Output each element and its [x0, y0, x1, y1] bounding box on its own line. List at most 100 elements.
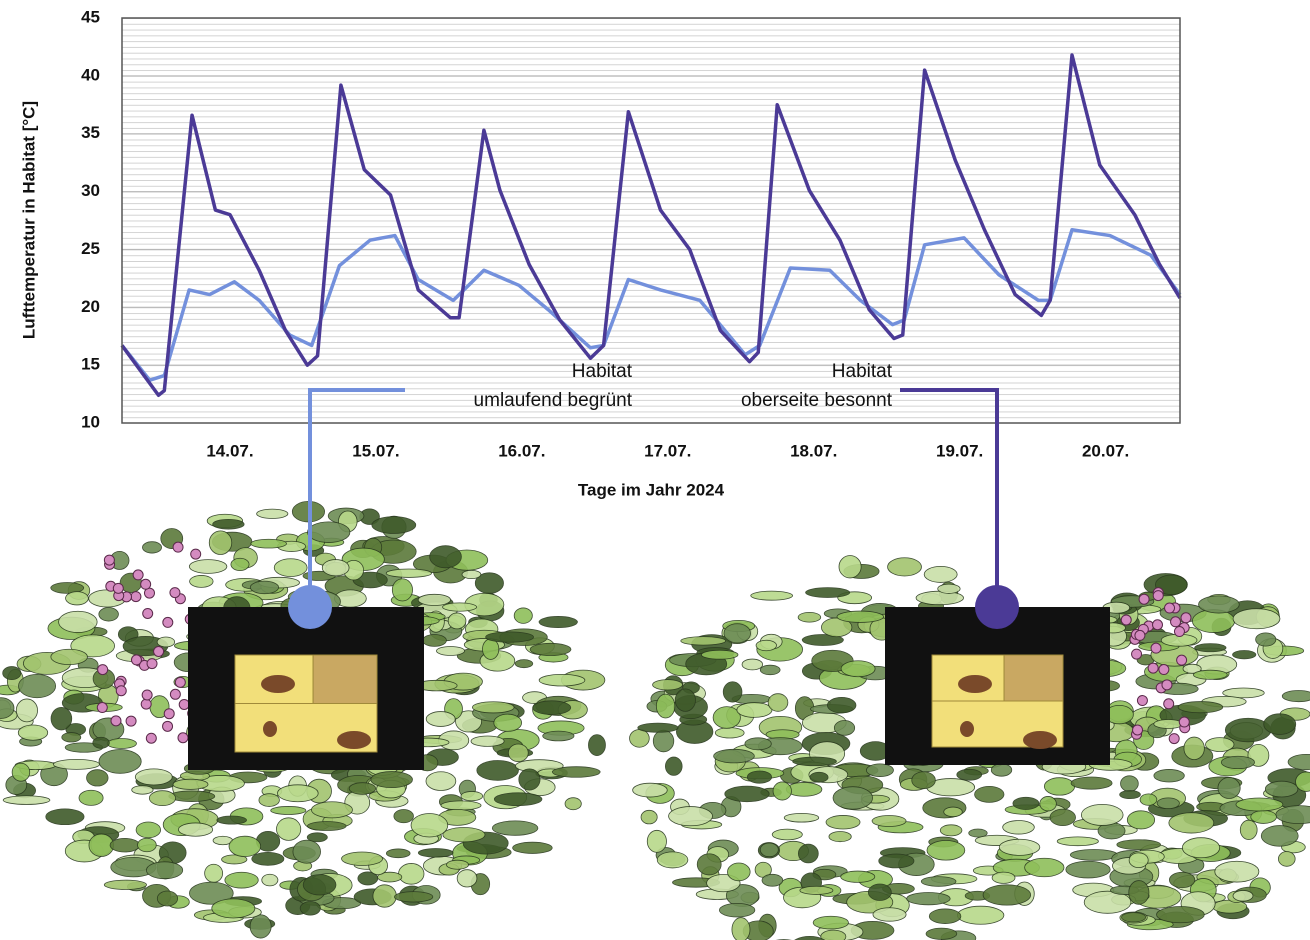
leaf: [653, 680, 683, 690]
leaf: [697, 854, 721, 875]
leaf: [1261, 826, 1298, 847]
leaf: [1288, 754, 1310, 769]
y-tick-label: 10: [81, 412, 100, 431]
flower: [154, 646, 164, 656]
leaf: [630, 730, 650, 748]
leaf: [1050, 809, 1076, 825]
leaf: [638, 723, 678, 732]
leaf: [311, 802, 352, 818]
leaf: [508, 744, 528, 762]
leaf: [701, 650, 738, 659]
leaf: [957, 906, 1004, 924]
flower: [163, 721, 173, 731]
leaf: [656, 694, 674, 718]
leaf: [742, 659, 763, 670]
leaf: [944, 807, 963, 817]
hole: [960, 721, 974, 737]
leaf: [251, 539, 287, 548]
leaf: [665, 757, 682, 775]
leaf: [157, 637, 174, 647]
leaf: [1240, 820, 1257, 839]
leaf: [62, 733, 81, 742]
leaf: [411, 813, 448, 837]
leaf: [747, 771, 771, 783]
leaf: [806, 588, 850, 598]
leaf: [259, 794, 279, 807]
leaf: [250, 915, 271, 938]
y-tick-label: 15: [81, 355, 100, 374]
leaf: [213, 519, 244, 529]
leaf: [515, 660, 533, 668]
leaf: [178, 823, 212, 836]
x-tick-label: 14.07.: [206, 441, 253, 460]
leaf: [1154, 720, 1183, 729]
leaf: [492, 821, 538, 835]
flower: [1137, 696, 1147, 706]
leaf: [250, 581, 278, 594]
leaf: [51, 649, 88, 664]
leaf: [257, 509, 288, 518]
x-axis-title: Tage im Jahr 2024: [578, 480, 725, 499]
leaf: [386, 569, 431, 577]
leaf: [839, 556, 861, 578]
hole: [1023, 731, 1057, 749]
leaf: [1120, 791, 1141, 799]
flower: [170, 588, 180, 598]
leaf: [912, 772, 936, 789]
flower: [163, 617, 173, 627]
leaf: [773, 782, 791, 800]
flower: [1153, 620, 1163, 630]
leaf: [737, 703, 772, 718]
leaf: [798, 612, 821, 622]
leaf: [1066, 861, 1110, 878]
leaf: [51, 707, 72, 730]
leaf: [494, 793, 542, 806]
leaf: [1206, 738, 1234, 752]
leaf: [276, 818, 300, 841]
hole: [261, 675, 295, 693]
leaf: [727, 863, 750, 881]
leaf: [916, 591, 964, 605]
leaf: [762, 874, 783, 886]
leaf: [457, 870, 477, 887]
leaf: [392, 579, 412, 601]
leaf: [12, 763, 30, 781]
leaf: [149, 791, 175, 806]
leaf: [3, 667, 21, 680]
leaf: [793, 757, 837, 766]
legend-label: oberseite besonnt: [741, 390, 893, 411]
flower: [1171, 617, 1181, 627]
leaf: [189, 560, 227, 574]
leaf: [940, 825, 962, 836]
flower: [133, 570, 143, 580]
hole: [263, 721, 277, 737]
leaf: [543, 731, 574, 741]
flower: [116, 686, 126, 696]
leaf: [929, 909, 961, 924]
leaf: [443, 603, 477, 611]
leaf: [829, 831, 851, 841]
minor-grid: [122, 18, 1180, 423]
flower: [1177, 655, 1187, 665]
leaf: [999, 839, 1040, 855]
leaf: [751, 591, 793, 600]
leaf: [927, 840, 965, 860]
leaf: [1218, 777, 1240, 798]
leaf: [1154, 769, 1184, 782]
leaf: [1003, 821, 1035, 835]
leaf: [1264, 714, 1296, 735]
leaf: [1025, 858, 1064, 877]
x-tick-label: 16.07.: [498, 441, 545, 460]
y-tick-label: 45: [81, 7, 100, 26]
leaf: [821, 930, 846, 940]
leaf: [486, 632, 534, 642]
leaf: [271, 806, 306, 814]
flower: [1121, 615, 1131, 625]
leaf: [633, 783, 668, 797]
leaf: [229, 836, 261, 856]
leaf: [834, 720, 854, 735]
leaf: [813, 916, 848, 929]
flower: [1159, 665, 1169, 675]
flower: [164, 709, 174, 719]
leaf: [441, 801, 481, 810]
